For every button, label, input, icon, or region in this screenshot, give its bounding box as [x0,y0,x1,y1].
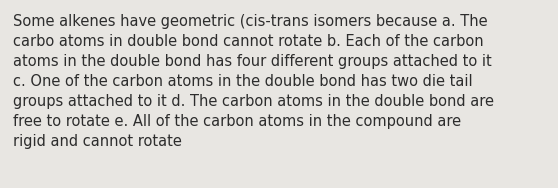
Text: Some alkenes have geometric (cis-trans isomers because a. The
carbo atoms in dou: Some alkenes have geometric (cis-trans i… [13,14,494,149]
